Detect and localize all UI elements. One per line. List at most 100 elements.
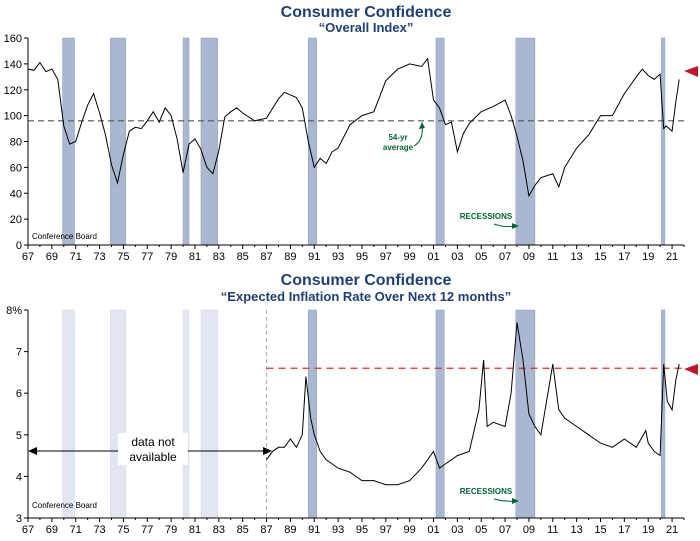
bottom-x-tick-label: 01	[427, 524, 439, 536]
top-x-tick-label: 87	[260, 251, 272, 263]
bottom-recession-band	[62, 309, 75, 519]
bottom-x-tick-label: 79	[165, 524, 177, 536]
top-recessions-label: RECESSIONS	[460, 212, 513, 221]
top-y-tick-label: 160	[4, 33, 22, 45]
no-data-label-bg	[118, 433, 188, 465]
bottom-recessions-arrowhead-icon	[512, 498, 519, 504]
top-y-tick-label: 60	[10, 162, 22, 174]
bottom-series-line	[266, 322, 680, 486]
bottom-x-tick-label: 73	[93, 524, 105, 536]
top-x-tick-label: 67	[22, 251, 34, 263]
bottom-recession-band	[110, 309, 127, 519]
top-recession-bands	[62, 37, 666, 246]
top-x-tick-label: 11	[547, 251, 558, 263]
top-y-tick-label: 120	[4, 85, 22, 97]
top-x-tick-label: 93	[332, 251, 344, 263]
bottom-y-tick-label: 8%	[6, 305, 22, 317]
bottom-y-tick-label: 6	[16, 388, 22, 400]
top-source-label: Conference Board	[32, 232, 97, 241]
top-y-tick-label: 100	[4, 111, 22, 123]
top-x-tick-label: 71	[70, 251, 82, 263]
top-x-tick-label: 85	[237, 251, 249, 263]
bottom-x-tick-label: 77	[141, 524, 153, 536]
top-x-tick-label: 75	[117, 251, 129, 263]
top-chart-title: Consumer Confidence	[281, 4, 452, 21]
bottom-recession-band	[515, 309, 536, 519]
bottom-y-tick-label: 5	[16, 430, 22, 442]
top-x-tick-label: 79	[165, 251, 177, 263]
top-x-tick-label: 95	[356, 251, 368, 263]
top-x-tick-label: 19	[642, 251, 654, 263]
no-data-label-2: available	[129, 450, 177, 464]
top-recession-band	[661, 37, 666, 246]
top-x-tick-label: 83	[213, 251, 225, 263]
top-recessions-arrowhead-icon	[512, 223, 519, 229]
top-y-tick-label: 140	[4, 59, 22, 71]
no-data-arrow-left-icon	[28, 447, 37, 455]
bottom-current-marker-icon	[684, 364, 698, 375]
bottom-x-tick-label: 91	[308, 524, 320, 536]
top-x-tick-label: 89	[284, 251, 296, 263]
bottom-x-tick-label: 97	[380, 524, 392, 536]
bottom-x-tick-label: 15	[594, 524, 606, 536]
bottom-x-tick-label: 83	[213, 524, 225, 536]
top-x-tick-label: 97	[380, 251, 392, 263]
bottom-x-tick-label: 71	[70, 524, 82, 536]
bottom-recession-band	[308, 309, 317, 519]
top-x-tick-label: 91	[308, 251, 320, 263]
bottom-x-tick-label: 09	[523, 524, 535, 536]
bottom-recession-band	[435, 309, 445, 519]
top-average-label-2: average	[383, 143, 414, 152]
bottom-x-tick-label: 21	[666, 524, 678, 536]
top-x-tick-label: 07	[499, 251, 511, 263]
top-y-tick-label: 80	[10, 137, 22, 149]
top-x-tick-label: 81	[189, 251, 201, 263]
top-recession-band	[110, 37, 127, 246]
bottom-y-tick-label: 7	[16, 347, 22, 359]
bottom-recession-bands	[62, 309, 666, 519]
no-data-label-1: data not	[131, 435, 175, 449]
bottom-recessions-label: RECESSIONS	[460, 487, 513, 496]
top-x-tick-label: 73	[93, 251, 105, 263]
top-recession-band	[200, 37, 218, 246]
top-recession-band	[308, 37, 317, 246]
bottom-x-tick-label: 85	[237, 524, 249, 536]
bottom-x-tick-label: 17	[618, 524, 630, 536]
bottom-x-tick-label: 75	[117, 524, 129, 536]
bottom-x-tick-label: 69	[46, 524, 58, 536]
bottom-recession-band	[200, 309, 218, 519]
top-chart-subtitle: “Overall Index”	[319, 20, 414, 35]
top-series-line	[27, 57, 680, 198]
top-recession-band	[435, 37, 445, 246]
bottom-source-label: Conference Board	[32, 501, 97, 510]
bottom-x-tick-label: 99	[404, 524, 416, 536]
bottom-x-tick-label: 67	[22, 524, 34, 536]
top-x-tick-label: 99	[404, 251, 416, 263]
top-average-arrowhead-icon	[419, 122, 425, 129]
top-x-tick-label: 05	[475, 251, 487, 263]
bottom-x-tick-label: 95	[356, 524, 368, 536]
top-y-tick-label: 0	[16, 240, 22, 252]
top-recession-band	[182, 37, 190, 246]
bottom-x-tick-label: 11	[547, 524, 558, 536]
bottom-x-tick-label: 89	[284, 524, 296, 536]
bottom-x-tick-label: 13	[571, 524, 583, 536]
top-x-tick-label: 17	[618, 251, 630, 263]
top-axes: 0 20 40 60 80 100 120 140 160 67 69 71 73 75 77 79 81 83 8…	[4, 33, 685, 263]
bottom-y-tick-label: 4	[16, 471, 22, 483]
bottom-y-tick-label: 3	[16, 513, 22, 525]
bottom-x-tick-label: 93	[332, 524, 344, 536]
top-y-tick-label: 20	[10, 214, 22, 226]
bottom-x-tick-label: 07	[499, 524, 511, 536]
top-x-tick-label: 01	[427, 251, 439, 263]
top-x-tick-label: 13	[571, 251, 583, 263]
no-data-arrow-right-icon	[263, 447, 272, 455]
bottom-chart-subtitle: “Expected Inflation Rate Over Next 12 mo…	[221, 289, 511, 304]
top-y-tick-label: 40	[10, 188, 22, 200]
bottom-chart-title: Consumer Confidence	[281, 272, 452, 289]
top-x-tick-label: 21	[666, 251, 678, 263]
top-x-tick-label: 09	[523, 251, 535, 263]
bottom-x-tick-label: 03	[451, 524, 463, 536]
